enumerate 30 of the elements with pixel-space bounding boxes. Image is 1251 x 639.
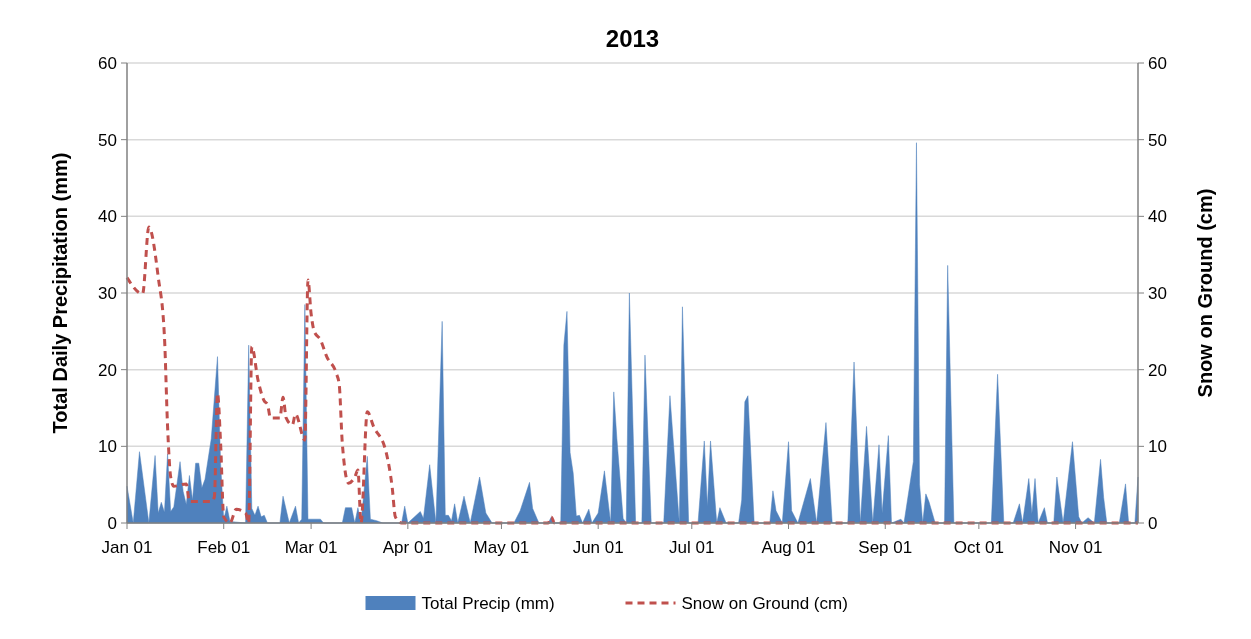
y2-axis-title: Snow on Ground (cm) <box>1194 188 1216 398</box>
x-tick-label: Oct 01 <box>953 538 1004 557</box>
x-tick-label: Feb 01 <box>197 538 251 557</box>
x-tick-label: Aug 01 <box>761 538 816 557</box>
y-tick-label: 20 <box>98 360 117 380</box>
x-tick-label: Sep 01 <box>858 538 913 557</box>
y-axis-title: Total Daily Precipitation (mm) <box>49 152 71 434</box>
y-tick-label: 30 <box>98 283 117 303</box>
y2-tick-label: 60 <box>1148 53 1167 73</box>
y2-tick-label: 0 <box>1148 513 1158 533</box>
y-tick-label: 10 <box>98 437 117 457</box>
chart-title: 2013 <box>605 25 660 52</box>
y2-tick-label: 40 <box>1148 207 1167 227</box>
x-tick-label: May 01 <box>473 538 530 557</box>
legend-label: Snow on Ground (cm) <box>681 593 848 613</box>
y2-tick-label: 20 <box>1148 360 1167 380</box>
y-tick-label: 0 <box>107 513 117 533</box>
x-tick-label: Jul 01 <box>669 538 715 557</box>
x-tick-label: Apr 01 <box>382 538 433 557</box>
x-tick-label: Mar 01 <box>284 538 338 557</box>
y2-tick-label: 50 <box>1148 130 1167 150</box>
y-tick-label: 60 <box>98 53 117 73</box>
x-tick-label: Nov 01 <box>1048 538 1103 557</box>
legend-label: Total Precip (mm) <box>421 593 555 613</box>
y2-tick-label: 10 <box>1148 437 1167 457</box>
y-tick-label: 50 <box>98 130 117 150</box>
x-tick-label: Jan 01 <box>101 538 153 557</box>
x-tick-label: Jun 01 <box>572 538 624 557</box>
y-tick-label: 40 <box>98 207 117 227</box>
y2-tick-label: 30 <box>1148 283 1167 303</box>
